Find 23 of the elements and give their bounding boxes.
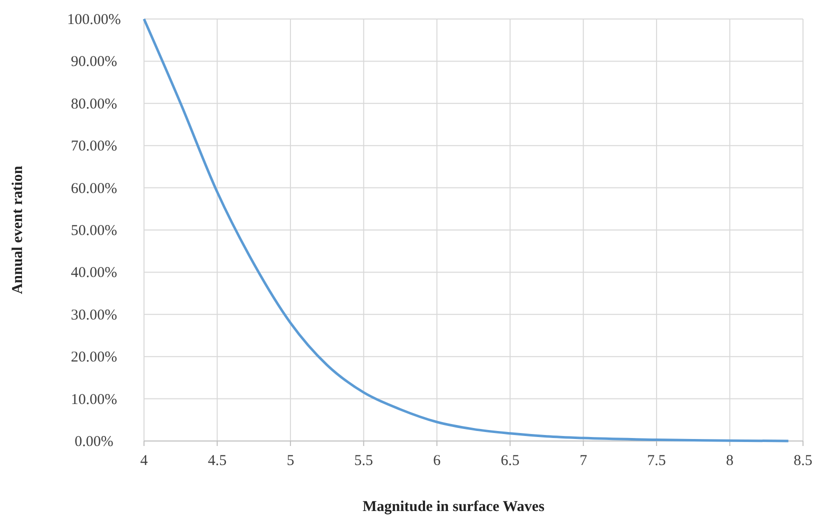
x-tick-label: 5: [286, 453, 294, 469]
x-tick-label: 8.5: [794, 453, 812, 469]
y-tick-label: 100.00%: [67, 12, 121, 28]
x-tick-label: 6: [433, 453, 442, 469]
y-tick-label: 20.00%: [70, 350, 118, 366]
y-tick-label: 60.00%: [70, 180, 118, 197]
y-tick-label: 10.00%: [70, 392, 118, 408]
y-tick-label: 80.00%: [70, 96, 118, 112]
y-tick-label: 50.00%: [70, 223, 118, 239]
y-axis-title: Annual event ration: [10, 165, 26, 294]
y-tick-label: 90.00%: [70, 54, 118, 70]
y-tick-label: 0.00%: [74, 434, 114, 450]
x-tick-label: 4.5: [208, 453, 227, 469]
x-axis-title: Magnitude in surface Waves: [362, 499, 545, 515]
x-tick-label: 7: [580, 453, 588, 469]
y-tick-label: 30.00%: [70, 307, 118, 324]
x-tick-label: 7.5: [647, 453, 666, 469]
x-tick-label: 4: [140, 453, 148, 469]
x-tick-label: 5.5: [354, 453, 374, 469]
x-tick-label: 6.5: [500, 453, 520, 469]
x-tick-label: 8: [726, 453, 734, 469]
y-tick-label: 70.00%: [70, 138, 118, 155]
y-tick-label: 40.00%: [70, 265, 118, 282]
